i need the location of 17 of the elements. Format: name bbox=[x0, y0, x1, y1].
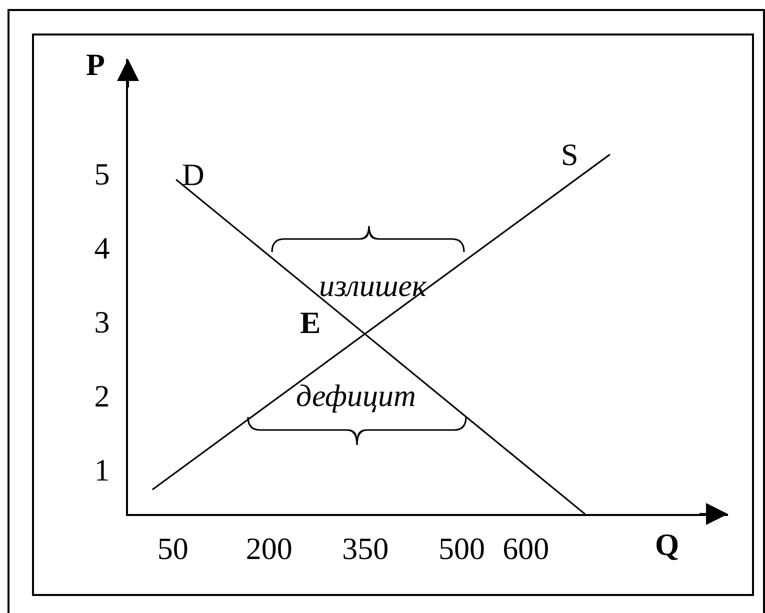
x-tick-label: 600 bbox=[502, 531, 550, 566]
series-label: S bbox=[561, 137, 578, 172]
x-tick-label: 50 bbox=[157, 531, 188, 566]
y-axis-title: P bbox=[86, 47, 105, 82]
annotation: E bbox=[300, 305, 321, 340]
annotation: дефицит bbox=[296, 378, 416, 413]
series-label: D bbox=[182, 157, 204, 192]
y-tick-label: 2 bbox=[94, 378, 110, 414]
x-axis-title: Q bbox=[655, 527, 680, 562]
annotation: излишек bbox=[319, 268, 427, 303]
x-tick-label: 350 bbox=[342, 531, 389, 566]
y-tick-label: 3 bbox=[94, 304, 110, 340]
x-tick-label: 200 bbox=[246, 531, 292, 566]
x-tick-label: 500 bbox=[438, 531, 485, 566]
y-tick-label: 5 bbox=[94, 156, 110, 192]
y-tick-label: 4 bbox=[94, 230, 110, 266]
y-tick-label: 1 bbox=[94, 452, 110, 488]
